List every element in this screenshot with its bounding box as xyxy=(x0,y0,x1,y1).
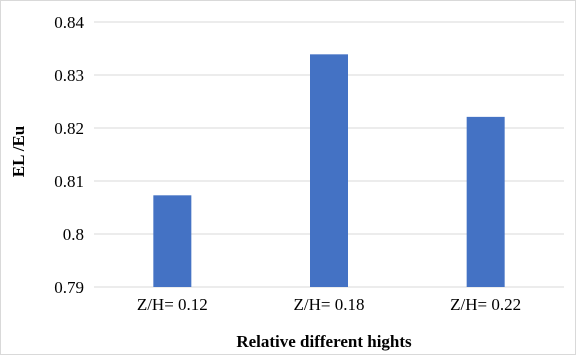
y-tick-label: 0.83 xyxy=(54,66,84,85)
y-tick-label: 0.79 xyxy=(54,278,84,297)
y-axis-title: EL /Eu xyxy=(9,126,28,178)
y-tick-label: 0.84 xyxy=(54,13,84,32)
bar xyxy=(153,195,192,287)
x-tick-labels: Z/H= 0.12 Z/H= 0.18 Z/H= 0.22 xyxy=(137,295,521,314)
x-tick-label: Z/H= 0.18 xyxy=(294,295,365,314)
y-tick-label: 0.82 xyxy=(54,119,84,138)
y-tick-label: 0.8 xyxy=(63,225,84,244)
bar xyxy=(310,54,348,287)
x-tick-label: Z/H= 0.22 xyxy=(450,295,521,314)
x-axis-title: Relative different hights xyxy=(236,332,412,351)
y-tick-labels: 0.79 0.8 0.81 0.82 0.83 0.84 xyxy=(54,13,84,297)
bars xyxy=(153,54,505,288)
bar xyxy=(466,116,505,288)
x-tick-label: Z/H= 0.12 xyxy=(137,295,208,314)
y-tick-label: 0.81 xyxy=(54,172,84,191)
